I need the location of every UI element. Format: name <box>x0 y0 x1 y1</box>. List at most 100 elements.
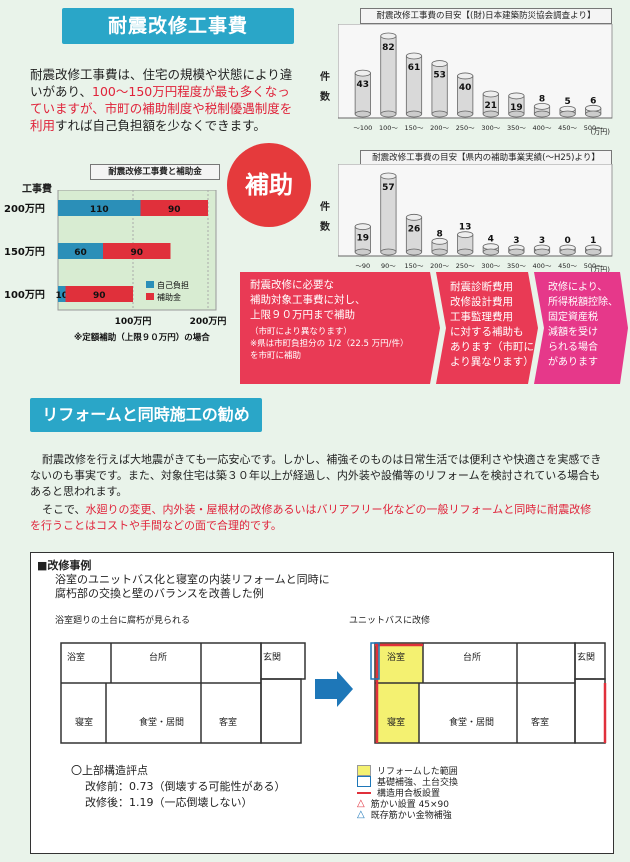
room-bedroom-after: 寝室 <box>387 718 406 728</box>
room-entrance-before: 玄関 <box>263 653 282 663</box>
chart2-tick-label-3: 200〜 <box>430 262 449 270</box>
chart2-tick-label-7: 400〜 <box>533 262 552 270</box>
arrow-shape-2 <box>436 272 538 384</box>
chart1-plot-area <box>338 24 613 119</box>
chart3-bar-2-1 <box>65 286 133 302</box>
legend-yellow-swatch <box>357 765 371 776</box>
chart1-value-label-6: 19 <box>510 103 523 113</box>
section2-title: リフォームと同時施工の勧め <box>30 398 262 432</box>
chart3-legend-swatch-1 <box>146 293 154 300</box>
chart1-value-label-9: 6 <box>590 96 596 106</box>
chart2-bar-2 <box>405 213 423 256</box>
chart1-unit: (万円) <box>591 128 611 136</box>
chart1-bar-3 <box>431 60 448 118</box>
intro-p1: 耐震改修工事費は、住宅の規模や状態により違いがあり、 <box>30 67 293 99</box>
chart3-legend-0: 自己負担 <box>157 280 189 290</box>
chart2-value-label-7: 3 <box>539 236 545 246</box>
chart1-value-label-1: 82 <box>382 43 395 53</box>
plan-legend: リフォームした範囲 基礎補強、土台交換 構造用合板設置 △ 筋かい設置 45×90… <box>357 765 458 821</box>
room-dining-before: 食堂・居間 <box>139 718 185 728</box>
chart1-tick-label-7: 400〜 <box>533 124 552 132</box>
score-after: 改修後：1.19（一応倒壊しない） <box>85 796 253 809</box>
chart3-category-1: 150万円 <box>4 246 45 258</box>
note-left: 浴室廻りの土台に腐朽が見られる <box>55 616 191 626</box>
example-title: ■改修事例 <box>37 559 92 572</box>
chart2-bar-1 <box>380 172 397 256</box>
chart1-bar-0 <box>354 69 371 118</box>
chart1-value-label-5: 21 <box>485 101 498 111</box>
chart2-tick-label-2: 150〜 <box>405 262 424 270</box>
chart-2-svg: 19 〜90 57 90〜 26 150〜 8 200〜 13 250〜 4 300〜 3 350〜 3 40… <box>338 164 613 274</box>
chart2-tick-label-9: 500〜 <box>584 262 603 270</box>
legend-blue-swatch <box>357 776 371 787</box>
section2-p2: そこで、水廻りの変更、内外装・屋根材の改修あるいはバリアフリー化などの一般リフォ… <box>30 503 592 532</box>
chart1-bar-9 <box>585 104 602 118</box>
chart-2: 耐震改修工事費の目安【県内の補助事業実績(〜H25)より】 件数 19 〜90 57… <box>320 142 614 274</box>
chart2-bar-9 <box>585 244 602 256</box>
chart1-bar-7 <box>533 102 551 118</box>
chart1-tick-label-0: 〜100 <box>353 124 372 132</box>
room-guest-before: 客室 <box>219 718 238 728</box>
chart2-tick-label-0: 〜90 <box>355 262 370 270</box>
chart3-value-0-1: 90 <box>168 205 181 215</box>
chart2-value-label-5: 4 <box>488 235 494 245</box>
chart3-legend-1: 補助金 <box>157 292 181 302</box>
chart2-tick-label-5: 300〜 <box>481 262 500 270</box>
chart1-bar-2 <box>405 52 423 118</box>
chart-2-ylabel: 件数 <box>320 202 330 233</box>
chart2-tick-label-4: 250〜 <box>456 262 475 270</box>
arrow-shape-1 <box>240 272 440 384</box>
subsidy-circle: 補助 <box>227 143 311 227</box>
chart1-tick-label-1: 100〜 <box>379 124 398 132</box>
chart1-tick-label-5: 300〜 <box>481 124 500 132</box>
chart2-plot-area <box>338 164 613 257</box>
chart2-value-label-0: 19 <box>357 234 370 244</box>
chart-3-ylabel: 工事費 <box>22 184 52 195</box>
chart1-tick-label-3: 200〜 <box>430 124 449 132</box>
chart-1-title: 耐震改修工事費の目安【(財)日本建築防災協会調査より】 <box>360 8 612 24</box>
score-title: 〇上部構造評点 <box>71 764 148 777</box>
chart2-value-label-1: 57 <box>382 183 395 193</box>
arrow-shape-3 <box>534 272 628 384</box>
chart3-value-1-1: 90 <box>130 248 143 258</box>
example-box: ■改修事例 浴室のユニットバス化と寝室の内装リフォームと同時に 腐朽部の交換と壁の… <box>30 552 614 854</box>
note-right: ユニットバスに改修 <box>349 616 431 626</box>
score-box: 〇上部構造評点 改修前：0.73（倒壊する可能性がある） 改修後：1.19（一応… <box>71 763 286 815</box>
chart3-category-2: 100万円 <box>4 289 45 301</box>
chart3-value-2-1: 90 <box>93 291 106 301</box>
chart1-bar-5 <box>482 90 499 118</box>
legend-reform: リフォームした範囲 <box>357 765 458 777</box>
room-bedroom-before: 寝室 <box>75 718 94 728</box>
chart3-xtick-0: 100万円 <box>115 316 152 327</box>
chart-1-ylabel: 件数 <box>320 72 330 103</box>
room-bath-before: 浴室 <box>67 653 86 663</box>
chart1-bar-6 <box>508 92 525 118</box>
chart1-tick-label-8: 450〜 <box>558 124 577 132</box>
intro-end: すれば自己負担額を少なくできます。 <box>55 118 266 133</box>
room-entrance-after: 玄関 <box>577 653 596 663</box>
chart2-bar-6 <box>508 244 525 256</box>
chart-1-svg: 43 〜100 82 100〜 61 150〜 53 200〜 40 250〜 21 300〜 19 35… <box>338 24 613 136</box>
chart1-tick-label-4: 250〜 <box>456 124 475 132</box>
chart2-tick-label-6: 350〜 <box>507 262 526 270</box>
chart2-tick-label-1: 90〜 <box>381 262 396 270</box>
triangle-blue-icon: △ <box>357 809 365 820</box>
chart-3-svg: 100万円 200万円 200万円 110 90 150万円 60 90 100万円 10 90 自己… <box>4 190 227 343</box>
chart2-bar-7 <box>533 244 551 256</box>
chart2-tick-label-8: 450〜 <box>558 262 577 270</box>
page-title: 耐震改修工事費 <box>62 8 294 44</box>
floor-plan-after <box>370 642 607 744</box>
chart2-bar-0 <box>354 223 371 256</box>
chart1-bar-8 <box>559 105 576 118</box>
arrow-text-1: 耐震改修に必要な 補助対象工事費に対し、 上限９０万円まで補助 （市町により異なりま… <box>250 279 409 361</box>
chart3-xtick-1: 200万円 <box>190 316 227 327</box>
chart3-value-0-0: 110 <box>90 205 109 215</box>
chart3-bar-2-0 <box>58 286 66 302</box>
chart2-bar-3 <box>431 237 448 256</box>
triangle-red-icon: △ <box>357 798 365 809</box>
chart3-category-0: 200万円 <box>4 203 45 215</box>
chart2-value-label-4: 13 <box>459 223 472 233</box>
intro-text: 耐震改修工事費は、住宅の規模や状態により違いがあり、100〜150万円程度が最も… <box>30 66 298 134</box>
room-kitchen-before: 台所 <box>149 653 168 663</box>
